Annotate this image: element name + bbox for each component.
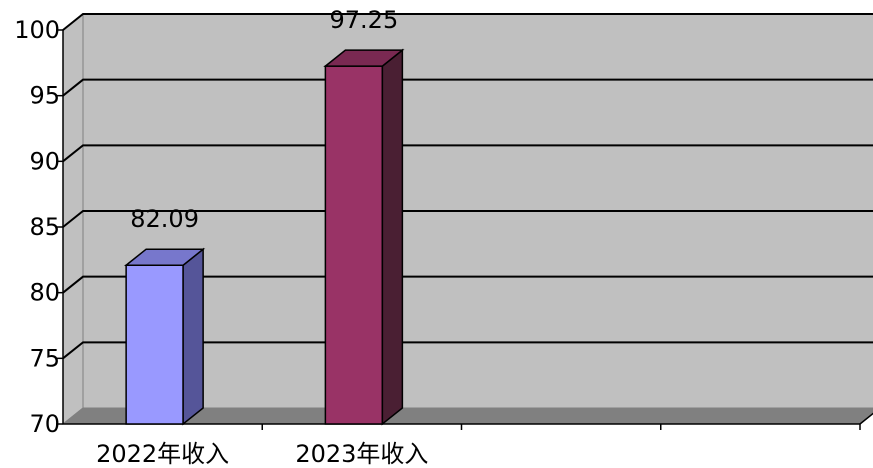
- bar: [123, 247, 206, 426]
- bar-top: [323, 49, 405, 67]
- y-tick-label: 75: [29, 344, 60, 372]
- bar-side: [381, 48, 404, 426]
- bar: [323, 48, 405, 426]
- category-label: 2022年收入: [96, 440, 229, 468]
- gridline: [62, 13, 873, 31]
- axes: [56, 29, 873, 430]
- labels: 70 75 80 85 90 95 100 82.09 2022年收入 97.25 2023年收入: [14, 6, 428, 468]
- bar-front: [324, 65, 384, 425]
- gridlines: [62, 13, 873, 360]
- data-label: 97.25: [330, 6, 399, 34]
- data-label: 82.09: [130, 205, 199, 233]
- y-tick-label: 95: [29, 82, 60, 110]
- y-tick-label: 80: [29, 279, 60, 307]
- gridline: [62, 341, 873, 360]
- y-tick-label: 90: [29, 147, 60, 175]
- y-tick-label: 100: [14, 16, 60, 44]
- bars: [123, 48, 405, 426]
- bar-front: [125, 264, 184, 425]
- bar-side: [182, 247, 204, 426]
- gridline: [62, 275, 873, 294]
- y-tick-label: 70: [29, 410, 60, 438]
- gridline: [62, 144, 873, 163]
- bar-top: [123, 248, 206, 266]
- gridline: [62, 78, 873, 97]
- y-tick-label: 85: [29, 213, 60, 241]
- gridline: [62, 210, 873, 228]
- x-axis-depth-line: [859, 412, 873, 425]
- category-label: 2023年收入: [295, 440, 428, 468]
